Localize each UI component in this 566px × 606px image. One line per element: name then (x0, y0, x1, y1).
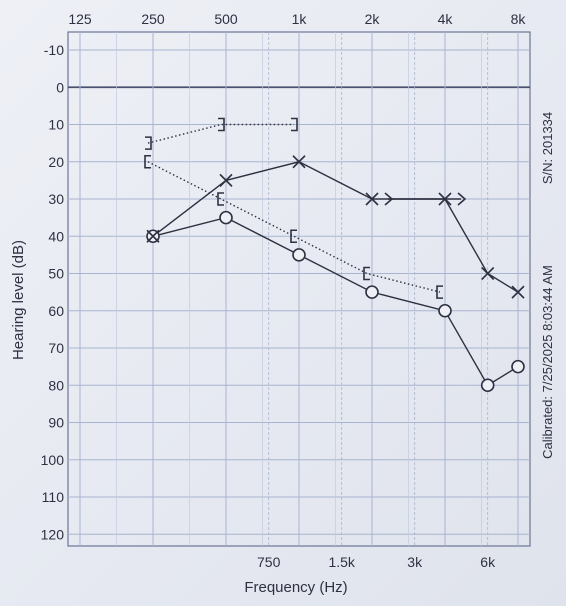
data-point (480, 378, 495, 393)
data-point (219, 173, 233, 187)
tick-labels: 125 250 500 1k 2k 4k 8k 750 1.5k 3k 6k -10 0 10 20 30 40… (41, 11, 527, 570)
data-point (217, 192, 224, 206)
y-axis-label: Hearing level (dB) (10, 240, 27, 360)
y-tick-label: 30 (48, 191, 64, 207)
top-tick-label: 2k (365, 11, 381, 27)
y-tick-label: 0 (56, 79, 64, 95)
y-tick-label: 50 (48, 266, 64, 282)
bottom-tick-label: 750 (257, 554, 281, 570)
top-tick-label: 500 (214, 11, 238, 27)
y-tick-label: 120 (41, 526, 65, 542)
bottom-tick-label: 6k (480, 554, 496, 570)
series-lines (147, 123, 519, 387)
y-tick-label: 10 (48, 117, 64, 133)
data-point (457, 192, 467, 206)
data-point (438, 192, 452, 206)
top-tick-label: 4k (438, 11, 454, 27)
data-point (365, 192, 379, 206)
data-point (511, 285, 525, 299)
serial-number-label: S/N: 201334 (540, 112, 555, 184)
data-point (145, 136, 152, 150)
x-axis-label: Frequency (Hz) (244, 579, 347, 596)
data-point (290, 229, 297, 244)
data-point (146, 229, 160, 243)
top-tick-label: 1k (292, 11, 308, 27)
calibration-label: Calibrated: 7/25/2025 8:03:44 AM (540, 265, 555, 459)
data-point (144, 154, 151, 169)
grid (67, 31, 531, 547)
data-point (511, 359, 525, 374)
y-tick-label: 60 (48, 303, 64, 319)
y-tick-label: 90 (48, 415, 64, 431)
data-point (292, 248, 306, 262)
data-point (219, 210, 233, 225)
data-point (291, 117, 298, 132)
bottom-tick-label: 3k (407, 554, 423, 570)
y-tick-label: 100 (41, 452, 65, 468)
y-tick-label: 80 (48, 377, 64, 393)
data-point (292, 155, 306, 169)
y-tick-label: 110 (42, 489, 65, 505)
series-line (147, 123, 294, 144)
data-point (365, 285, 379, 299)
data-point (436, 285, 443, 299)
data-point (481, 266, 495, 281)
data-point (438, 303, 452, 318)
top-tick-label: 250 (141, 11, 165, 27)
y-tick-label: -10 (44, 42, 64, 58)
bottom-tick-label: 1.5k (328, 554, 355, 570)
y-tick-label: 70 (48, 340, 64, 356)
top-tick-label: 8k (511, 11, 527, 27)
top-tick-label: 125 (68, 11, 92, 27)
data-point (363, 266, 370, 281)
series-markers (144, 117, 525, 393)
data-point (218, 117, 225, 132)
data-point (384, 192, 394, 206)
y-tick-label: 40 (48, 228, 64, 244)
y-tick-label: 20 (48, 154, 64, 170)
